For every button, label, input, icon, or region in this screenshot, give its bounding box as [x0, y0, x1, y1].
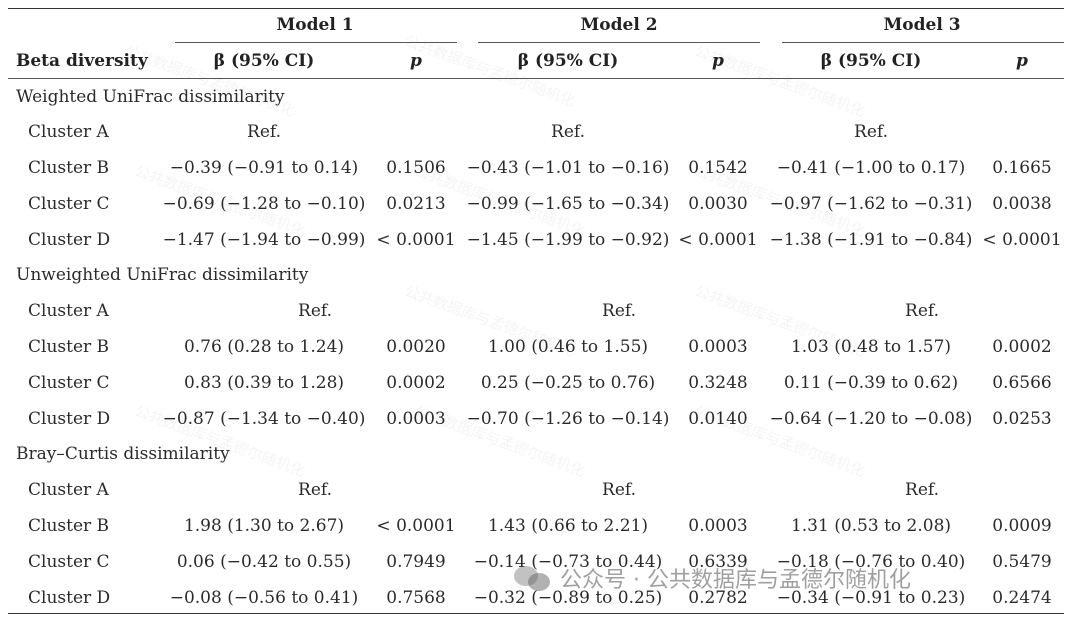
beta-value: −1.47 (−1.94 to −0.99) [162, 230, 366, 250]
beta-value: −0.14 (−0.73 to 0.44) [473, 552, 663, 572]
cluster-label: Cluster B [28, 337, 110, 357]
beta-value: 1.03 (0.48 to 1.57) [790, 337, 952, 357]
beta-value: −1.38 (−1.91 to −0.84) [769, 230, 973, 250]
p-value: 0.7949 [386, 552, 446, 572]
beta-value: 0.76 (0.28 to 1.24) [183, 337, 345, 357]
beta-value: 1.31 (0.53 to 2.08) [790, 516, 952, 536]
p-header-3: p [1016, 51, 1028, 71]
section-title: Weighted UniFrac dissimilarity [16, 87, 285, 107]
beta-value: 0.06 (−0.42 to 0.55) [176, 552, 352, 572]
p-value: < 0.0001 [376, 516, 456, 536]
cluster-label: Cluster B [28, 158, 110, 178]
model-2-spanner [478, 42, 760, 43]
footer-watermark: 公众号 · 公共数据库与孟德尔随机化 [512, 563, 911, 593]
beta-value: −0.32 (−0.89 to 0.25) [473, 588, 663, 608]
beta-value: 1.43 (0.66 to 2.21) [487, 516, 649, 536]
beta-ci-header-3: β (95% CI) [820, 51, 922, 71]
beta-value: −0.41 (−1.00 to 0.17) [776, 158, 966, 178]
beta-value: Ref. [602, 480, 636, 500]
beta-value: −0.87 (−1.34 to −0.40) [162, 409, 366, 429]
model-3-spanner [782, 42, 1064, 43]
p-value: 0.0030 [688, 194, 748, 214]
beta-value: −0.43 (−1.01 to −0.16) [466, 158, 670, 178]
beta-diversity-header: Beta diversity [16, 51, 148, 71]
beta-value: 0.11 (−0.39 to 0.62) [783, 373, 959, 393]
model-2-header: Model 2 [580, 15, 658, 35]
cluster-label: Cluster A [28, 301, 109, 321]
p-value: 0.0003 [386, 409, 446, 429]
p-value: 0.0020 [386, 337, 446, 357]
cluster-label: Cluster B [28, 516, 110, 536]
p-value: 0.0009 [992, 516, 1052, 536]
beta-value: −0.64 (−1.20 to −0.08) [769, 409, 973, 429]
p-value: 0.1542 [688, 158, 748, 178]
beta-value: Ref. [602, 301, 636, 321]
cluster-label: Cluster C [28, 373, 110, 393]
p-value: 0.0038 [992, 194, 1052, 214]
p-value: 0.2474 [992, 588, 1052, 608]
beta-value: Ref. [298, 480, 332, 500]
beta-value: Ref. [551, 122, 585, 142]
wechat-icon [512, 564, 552, 592]
model-3-header: Model 3 [883, 15, 961, 35]
beta-value: −0.39 (−0.91 to 0.14) [169, 158, 359, 178]
beta-value: 1.98 (1.30 to 2.67) [183, 516, 345, 536]
beta-value: −0.34 (−0.91 to 0.23) [776, 588, 966, 608]
p-header-2: p [712, 51, 724, 71]
footer-watermark-text: 公众号 · 公共数据库与孟德尔随机化 [560, 568, 911, 593]
beta-value: Ref. [905, 301, 939, 321]
section-title: Unweighted UniFrac dissimilarity [16, 265, 309, 285]
p-value: 0.0213 [386, 194, 446, 214]
p-value: 0.6566 [992, 373, 1052, 393]
cluster-label: Cluster A [28, 122, 109, 142]
beta-value: Ref. [247, 122, 281, 142]
beta-value: −0.08 (−0.56 to 0.41) [169, 588, 359, 608]
p-value: < 0.0001 [376, 230, 456, 250]
p-header-1: p [410, 51, 422, 71]
p-value: 0.2782 [688, 588, 748, 608]
beta-value: 0.83 (0.39 to 1.28) [183, 373, 345, 393]
cluster-label: Cluster C [28, 194, 110, 214]
beta-value: Ref. [854, 122, 888, 142]
p-value: 0.5479 [992, 552, 1052, 572]
section-title: Bray–Curtis dissimilarity [16, 444, 230, 464]
cluster-label: Cluster C [28, 552, 110, 572]
header-rule [8, 78, 1064, 79]
beta-value: 0.25 (−0.25 to 0.76) [480, 373, 656, 393]
p-value: 0.0003 [688, 337, 748, 357]
beta-value: 1.00 (0.46 to 1.55) [487, 337, 649, 357]
p-value: 0.0253 [992, 409, 1052, 429]
p-value: 0.1665 [992, 158, 1052, 178]
cluster-label: Cluster D [28, 588, 111, 608]
p-value: 0.7568 [386, 588, 446, 608]
p-value: < 0.0001 [982, 230, 1062, 250]
p-value: 0.6339 [688, 552, 748, 572]
beta-value: −0.69 (−1.28 to −0.10) [162, 194, 366, 214]
beta-value: Ref. [905, 480, 939, 500]
model-1-spanner [175, 42, 457, 43]
p-value: 0.0003 [688, 516, 748, 536]
beta-value: Ref. [298, 301, 332, 321]
bottom-rule [8, 613, 1064, 614]
p-value: < 0.0001 [678, 230, 758, 250]
cluster-label: Cluster D [28, 409, 111, 429]
p-value: 0.0002 [992, 337, 1052, 357]
p-value: 0.0140 [688, 409, 748, 429]
p-value: 0.3248 [688, 373, 748, 393]
beta-ci-header-1: β (95% CI) [213, 51, 315, 71]
beta-value: −0.97 (−1.62 to −0.31) [769, 194, 973, 214]
beta-value: −0.18 (−0.76 to 0.40) [776, 552, 966, 572]
cluster-label: Cluster D [28, 230, 111, 250]
cluster-label: Cluster A [28, 480, 109, 500]
beta-ci-header-2: β (95% CI) [517, 51, 619, 71]
top-rule [8, 8, 1064, 9]
model-1-header: Model 1 [276, 15, 354, 35]
beta-value: −0.99 (−1.65 to −0.34) [466, 194, 670, 214]
p-value: 0.0002 [386, 373, 446, 393]
p-value: 0.1506 [386, 158, 446, 178]
beta-value: −1.45 (−1.99 to −0.92) [466, 230, 670, 250]
beta-value: −0.70 (−1.26 to −0.14) [466, 409, 670, 429]
